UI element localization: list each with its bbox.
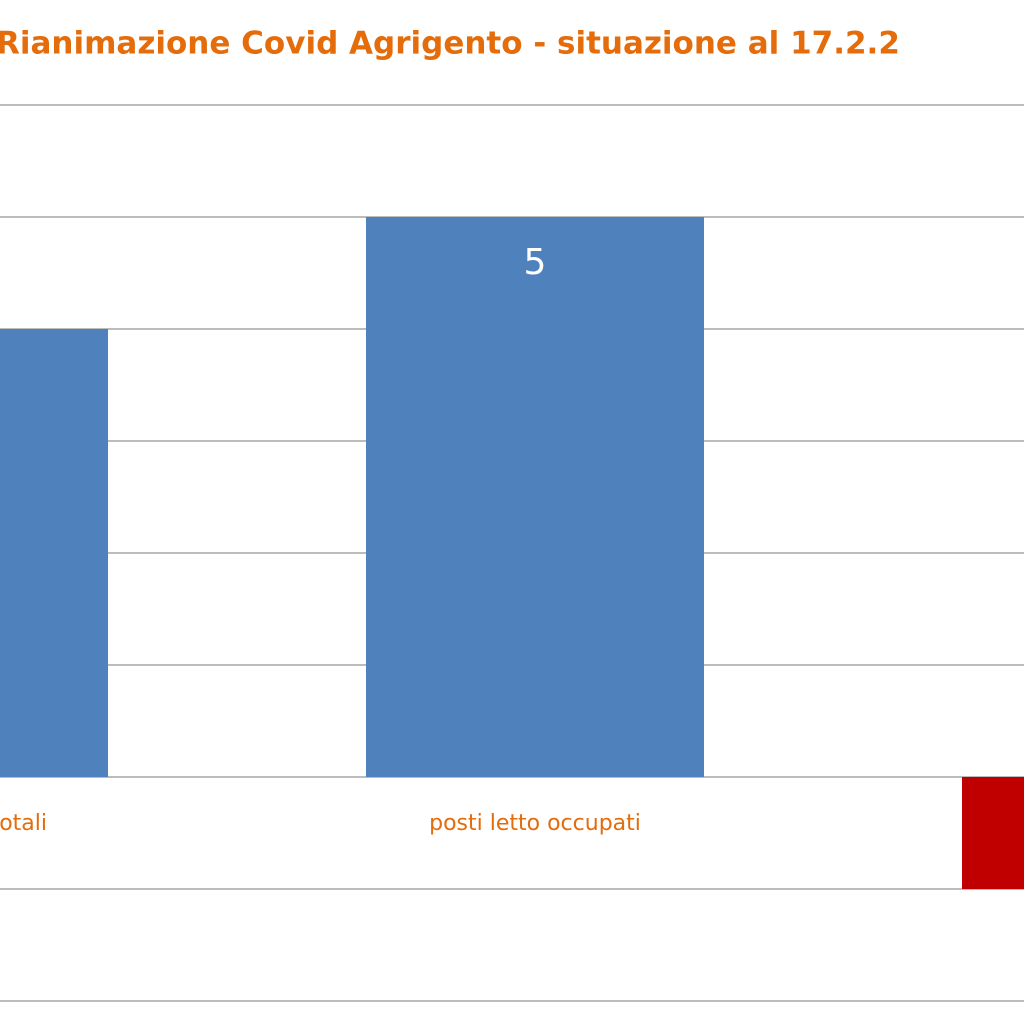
data-label: 5	[524, 242, 547, 283]
x-tick-label: posti letto occupati	[429, 811, 641, 836]
bar	[0, 329, 108, 777]
bar	[366, 217, 704, 777]
x-tick-label: otali	[0, 811, 47, 836]
chart-title: Rianimazione Covid Agrigento - situazion…	[0, 26, 900, 62]
bar	[962, 777, 1024, 889]
